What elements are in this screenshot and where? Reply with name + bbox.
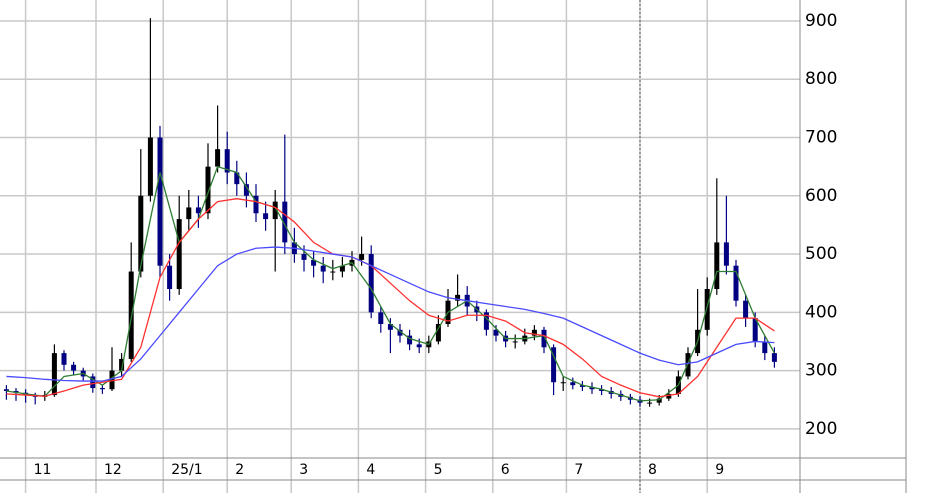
- candle-body: [455, 294, 461, 301]
- candle-body: [109, 370, 115, 390]
- y-tick-label: 400: [805, 302, 837, 322]
- candle-body: [407, 335, 413, 345]
- candle-body: [589, 386, 595, 390]
- candle-body: [397, 329, 403, 336]
- x-tick-label: 25/1: [171, 462, 202, 478]
- candle-body: [90, 376, 96, 389]
- x-tick-label: 11: [34, 462, 52, 478]
- candle-body: [71, 364, 77, 371]
- candle-body: [435, 323, 441, 342]
- candle-body: [560, 382, 566, 384]
- x-tick-label: 7: [574, 462, 583, 478]
- candle-body: [551, 347, 557, 383]
- candle-body: [723, 242, 729, 266]
- candle-body: [61, 353, 67, 365]
- candle-body: [186, 207, 192, 220]
- candle-body: [339, 265, 345, 272]
- x-tick-label: 2: [235, 462, 244, 478]
- candle-body: [205, 166, 211, 214]
- candle-body: [99, 388, 105, 390]
- candle-body: [195, 207, 201, 214]
- candle-body: [138, 195, 144, 272]
- candle-body: [119, 358, 125, 371]
- y-tick-label: 300: [805, 361, 837, 381]
- candle-body: [378, 312, 384, 324]
- candle-body: [483, 312, 489, 330]
- candle-body: [311, 259, 317, 266]
- candle-body: [167, 265, 173, 290]
- x-tick-label: 8: [648, 462, 657, 478]
- candle-body: [263, 213, 269, 220]
- candle-body: [416, 344, 422, 348]
- y-tick-label: 200: [805, 419, 837, 439]
- candle-body: [301, 254, 307, 260]
- candle-body: [3, 389, 9, 391]
- candle-body: [387, 323, 393, 330]
- candle-body: [656, 398, 662, 403]
- candle-body: [541, 329, 547, 348]
- candle-body: [647, 402, 653, 404]
- candle-body: [224, 149, 230, 173]
- candle-body: [359, 254, 365, 260]
- candle-body: [243, 184, 249, 196]
- candle-body: [771, 353, 777, 362]
- candle-body: [493, 329, 499, 336]
- x-tick-label: 9: [715, 462, 724, 478]
- x-tick-label: 5: [434, 462, 443, 478]
- candle-body: [762, 341, 768, 354]
- candle-body: [531, 329, 537, 336]
- candle-body: [752, 318, 758, 342]
- x-tick-label: 6: [501, 462, 510, 478]
- candle-body: [743, 300, 749, 319]
- y-tick-label: 600: [805, 186, 837, 206]
- candle-body: [733, 265, 739, 301]
- candle-body: [570, 382, 576, 386]
- candle-body: [282, 201, 288, 243]
- candle-body: [215, 149, 221, 167]
- candle-body: [512, 341, 518, 343]
- candle-body: [51, 353, 57, 396]
- y-tick-label: 900: [805, 11, 837, 31]
- candle-body: [176, 219, 182, 290]
- moving-average-line: [6, 165, 775, 402]
- candle-body: [368, 254, 374, 313]
- candle-body: [157, 137, 163, 266]
- moving-average-line: [6, 198, 775, 398]
- y-tick-label: 800: [805, 69, 837, 89]
- candle-body: [579, 385, 585, 387]
- candle-body: [147, 137, 153, 196]
- candle-body: [330, 271, 336, 273]
- candle-body: [704, 289, 710, 330]
- candle-body: [272, 201, 278, 220]
- candle-body: [666, 393, 672, 399]
- moving-average-line: [6, 246, 775, 382]
- candle-body: [253, 195, 259, 214]
- x-tick-label: 12: [104, 462, 122, 478]
- candle-body: [234, 172, 240, 185]
- x-tick-label: 3: [299, 462, 308, 478]
- candle-body: [599, 389, 605, 391]
- y-tick-label: 700: [805, 128, 837, 148]
- candle-body: [320, 265, 326, 272]
- y-tick-label: 500: [805, 244, 837, 264]
- x-tick-label: 4: [366, 462, 375, 478]
- candle-body: [714, 242, 720, 290]
